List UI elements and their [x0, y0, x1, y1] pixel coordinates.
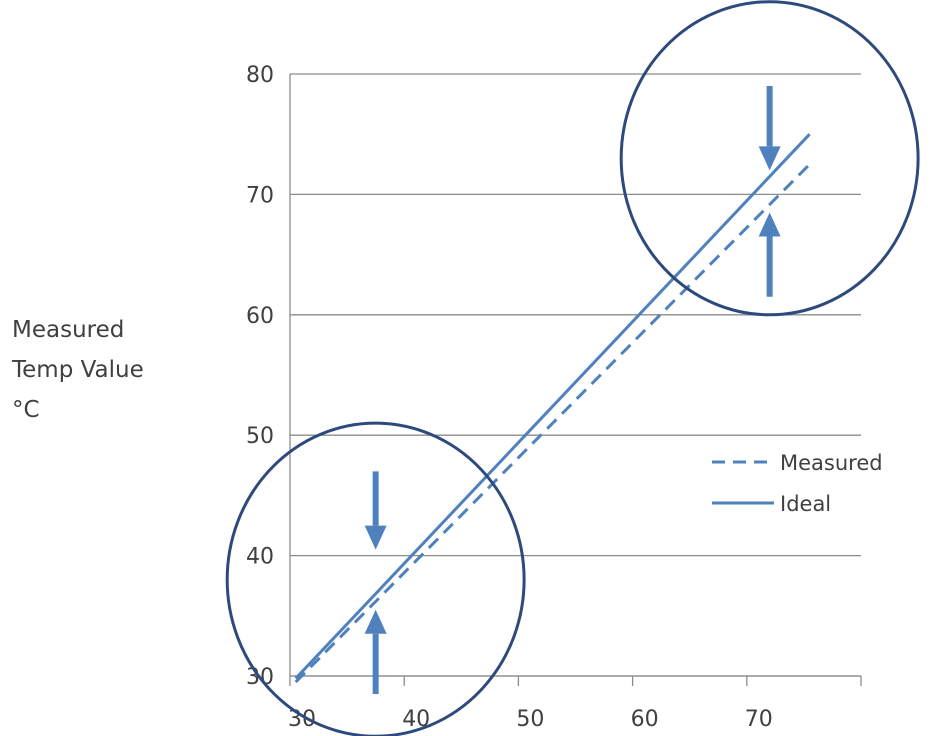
highlight-circle — [225, 421, 526, 736]
arrow-down-icon — [758, 146, 781, 171]
x-tick-label: 50 — [516, 707, 544, 732]
legend: Measured Ideal — [712, 451, 883, 516]
y-tick-label: 50 — [246, 424, 274, 449]
x-tick-label: 60 — [631, 707, 659, 732]
y-tick-label: 70 — [246, 183, 274, 208]
axes — [289, 74, 862, 686]
y-axis-label-line: Measured — [12, 317, 124, 343]
gridlines — [290, 73, 861, 677]
y-tick-label: 80 — [246, 63, 274, 88]
highlight-circle — [619, 0, 920, 317]
y-axis-label: Measured Temp Value °C — [11, 317, 144, 423]
legend-label-measured: Measured — [780, 451, 883, 475]
annotations — [225, 0, 920, 736]
y-axis-label-line: °C — [12, 397, 40, 423]
y-axis-label-line: Temp Value — [11, 357, 144, 383]
x-tick-label: 70 — [745, 707, 773, 732]
series-measured-line — [294, 163, 811, 684]
series-ideal-line — [294, 133, 811, 680]
y-tick-label: 60 — [246, 304, 274, 329]
arrow-down-icon — [364, 525, 387, 550]
legend-label-ideal: Ideal — [780, 492, 831, 516]
y-tick-label: 40 — [246, 545, 274, 570]
arrow-up-icon — [364, 609, 387, 634]
arrow-up-icon — [758, 212, 781, 237]
series-lines — [294, 133, 811, 684]
